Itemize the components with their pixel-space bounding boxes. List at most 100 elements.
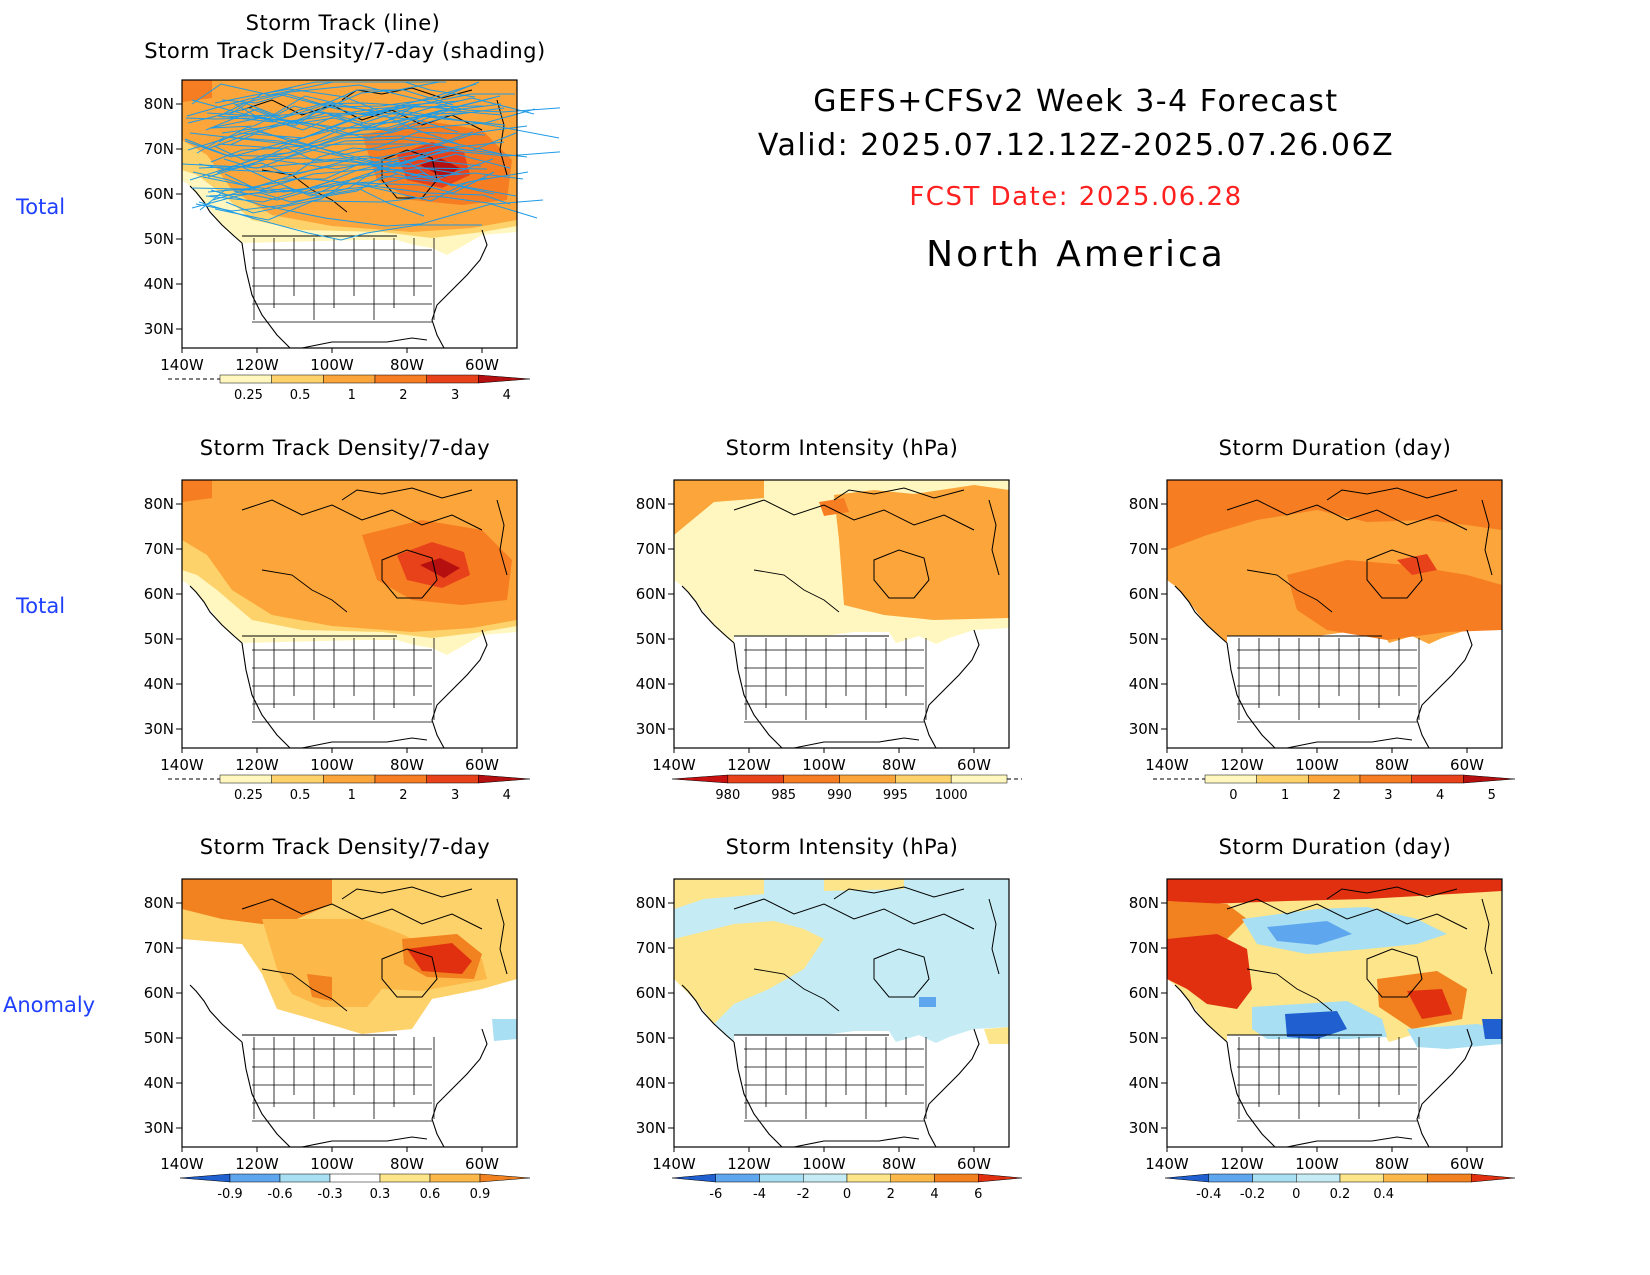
colorbar-tick-label: 3 <box>451 388 459 403</box>
shaded-region <box>984 1027 1009 1044</box>
coastline <box>301 1136 428 1148</box>
shaded-region <box>182 879 332 924</box>
colorbar-swatch <box>895 774 952 784</box>
colorbar-tick-label: -0.4 <box>1196 1187 1221 1202</box>
coastline <box>681 585 735 644</box>
shaded-region <box>1407 1024 1502 1049</box>
coastline <box>733 499 975 531</box>
lon-label: 80W <box>390 756 424 774</box>
colorbar-tick-label: 0.5 <box>290 388 311 403</box>
colorbar-tick-label: 985 <box>771 788 796 803</box>
intensity-anomaly-map: 80N 70N 60N 50N 40N 30N 140W 120W 100W 80W 60W -6 -4… <box>636 878 1023 1202</box>
storm-track <box>224 172 488 194</box>
row-label-total-top: Total <box>16 195 66 219</box>
colorbar-tick-label: 0.6 <box>420 1187 441 1202</box>
valid-range: Valid: 2025.07.12.12Z-2025.07.26.06Z <box>757 128 1395 163</box>
shaded-region <box>307 974 332 1001</box>
storm-track <box>214 88 460 113</box>
lon-label: 100W <box>310 756 354 774</box>
lat-label: 60N <box>636 984 666 1002</box>
hudson-bay-outline <box>873 549 930 599</box>
colorbar-swatch <box>219 774 272 784</box>
lon-label: 60W <box>957 1155 991 1173</box>
map-frame <box>181 479 518 749</box>
colorbar-swatch <box>1308 774 1361 784</box>
storm-track <box>229 131 486 156</box>
storm-track <box>217 89 454 123</box>
colorbar-tick-label: 0.4 <box>1373 1187 1394 1202</box>
colorbar-tick-label: 0 <box>1229 788 1237 803</box>
coastline <box>733 898 975 930</box>
map-frame <box>181 79 518 349</box>
storm-track <box>199 168 406 211</box>
storm-track <box>198 201 482 241</box>
colorbar-swatch <box>179 1173 231 1183</box>
shaded-region <box>492 1019 517 1041</box>
lat-label: 30N <box>1129 1119 1159 1137</box>
row-label-anomaly: Anomaly <box>3 993 96 1017</box>
lon-label: 120W <box>1220 1155 1264 1173</box>
colorbar-tick-label: 4 <box>503 388 511 403</box>
panel5-title: Storm Track Density/7-day <box>199 835 491 859</box>
coastline <box>241 898 483 930</box>
coastline <box>341 487 473 501</box>
coastline <box>1326 487 1458 501</box>
lon-label: 140W <box>160 356 204 374</box>
colorbar: 0.25 0.5 1 2 3 4 <box>168 374 531 403</box>
lat-label: 30N <box>636 1119 666 1137</box>
colorbar-tick-label: -6 <box>709 1187 722 1202</box>
colorbar-tick-label: -0.3 <box>317 1187 342 1202</box>
shaded-region <box>674 921 824 1024</box>
colorbar-swatch <box>478 374 531 384</box>
map-area <box>181 479 518 749</box>
coastline <box>1226 499 1468 531</box>
lake-outline <box>261 569 348 613</box>
colorbar-swatch <box>1359 774 1412 784</box>
lon-label: 60W <box>957 756 991 774</box>
colorbar: -0.9 -0.6 -0.3 0.3 0.6 0.9 <box>179 1173 531 1202</box>
shaded-region <box>182 80 212 102</box>
lat-label: 50N <box>636 1029 666 1047</box>
map-frame <box>673 878 1010 1148</box>
coastline <box>988 898 1000 975</box>
colorbar: -6 -4 -2 0 2 4 6 <box>671 1173 1023 1202</box>
storm-track <box>208 175 495 203</box>
coastline <box>241 642 291 749</box>
shaded-region <box>407 943 472 974</box>
lon-label: 80W <box>390 1155 424 1173</box>
lat-label: 40N <box>1129 675 1159 693</box>
shaded-region <box>182 480 212 502</box>
lon-label: 80W <box>882 756 916 774</box>
colorbar-tick-label: 0 <box>1292 1187 1300 1202</box>
storm-track <box>189 108 536 147</box>
coastline <box>1481 898 1493 975</box>
hudson-bay-outline <box>873 948 930 998</box>
storm-track <box>231 132 517 169</box>
shaded-region <box>1397 554 1437 575</box>
colorbar-swatch <box>890 1173 935 1183</box>
coastline <box>1226 1041 1276 1148</box>
shaded-region <box>1285 1011 1347 1039</box>
lon-label: 140W <box>1145 756 1189 774</box>
lon-label: 140W <box>652 756 696 774</box>
coastline <box>681 984 735 1043</box>
coastline <box>189 185 243 244</box>
lat-label: 60N <box>144 984 174 1002</box>
colorbar-swatch <box>219 374 272 384</box>
shaded-region <box>1167 879 1502 904</box>
colorbar-tick-label: 0.25 <box>234 388 263 403</box>
coastline <box>301 337 428 349</box>
shaded-region <box>819 498 849 516</box>
forecast-title: GEFS+CFSv2 Week 3-4 Forecast <box>813 84 1339 119</box>
coastline <box>923 1028 980 1148</box>
coastline <box>793 737 920 749</box>
colorbar-swatch <box>271 774 324 784</box>
storm-track <box>210 189 538 227</box>
storm-track <box>234 84 560 113</box>
lat-label: 50N <box>636 630 666 648</box>
colorbar-tick-label: 2 <box>1333 788 1341 803</box>
colorbar-tick-label: 980 <box>715 788 740 803</box>
lat-label: 70N <box>1129 939 1159 957</box>
colorbar-tick-label: -0.9 <box>217 1187 242 1202</box>
